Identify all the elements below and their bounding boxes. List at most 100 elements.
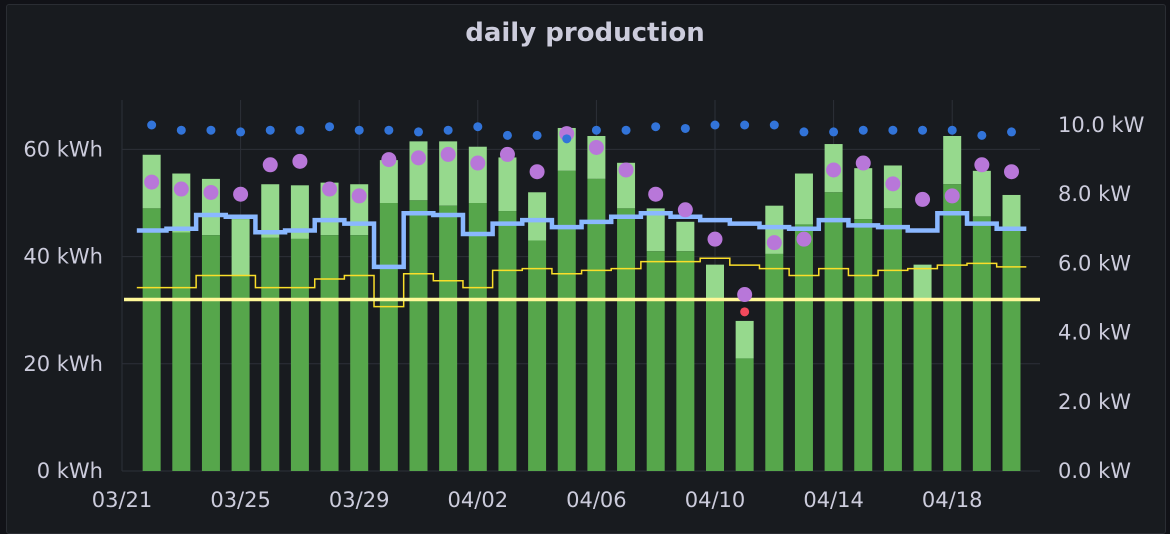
bar-base-segment bbox=[854, 219, 873, 471]
bar-top-segment bbox=[290, 185, 309, 239]
bar-base-segment bbox=[676, 251, 695, 471]
max-power-point bbox=[414, 127, 423, 137]
bar-base-segment bbox=[172, 232, 191, 471]
peak-power-point bbox=[351, 188, 367, 204]
y-right-tick-label: 10.0 kW bbox=[1058, 113, 1145, 137]
bar-base-segment bbox=[290, 238, 309, 471]
max-power-point bbox=[651, 122, 661, 132]
bar-base-segment bbox=[498, 211, 517, 472]
max-power-point bbox=[888, 125, 898, 135]
bar-base-segment bbox=[231, 275, 250, 471]
peak-power-point bbox=[322, 181, 338, 197]
y-left-tick-label: 0 kWh bbox=[37, 459, 103, 483]
peak-power-point bbox=[766, 235, 782, 251]
peak-power-point bbox=[411, 150, 426, 166]
avg-power-step-line bbox=[136, 210, 1027, 270]
bar-base-segment bbox=[913, 299, 932, 471]
bar-base-segment bbox=[350, 235, 369, 471]
bar-top-segment bbox=[1002, 194, 1021, 230]
max-power-point bbox=[947, 125, 957, 135]
max-power-point bbox=[147, 120, 157, 130]
max-power-point bbox=[532, 130, 542, 140]
bar-base-segment bbox=[1002, 229, 1021, 471]
max-power-point bbox=[206, 125, 216, 135]
peak-power-point bbox=[648, 186, 664, 202]
max-power-point bbox=[562, 134, 572, 144]
peak-power-point bbox=[262, 157, 278, 173]
y-right-tick-label: 0.0 kW bbox=[1058, 459, 1131, 483]
max-power-point bbox=[1007, 127, 1016, 137]
max-power-point bbox=[621, 125, 631, 135]
bar-top-segment bbox=[468, 146, 487, 203]
peak-power-point bbox=[499, 146, 515, 162]
bar-base-segment bbox=[468, 203, 487, 471]
bar-base-segment bbox=[883, 208, 902, 472]
y-right-tick-label: 6.0 kW bbox=[1058, 251, 1131, 275]
bar-base-segment bbox=[824, 192, 843, 471]
bar-base-segment bbox=[617, 208, 636, 472]
bar-base-segment bbox=[587, 178, 606, 471]
bar-top-segment bbox=[735, 320, 754, 359]
peak-power-point bbox=[292, 153, 308, 169]
peak-power-point bbox=[677, 202, 693, 218]
bar-top-segment bbox=[231, 219, 250, 276]
y-right-tick-label: 2.0 kW bbox=[1058, 390, 1131, 414]
bar-top-segment bbox=[498, 157, 517, 212]
peak-power-point bbox=[470, 155, 486, 171]
bar-base-segment bbox=[320, 235, 339, 471]
bar-base-segment bbox=[646, 251, 665, 471]
bar-top-segment bbox=[261, 184, 280, 238]
peak-power-point bbox=[855, 155, 871, 171]
bar-top-segment bbox=[409, 141, 428, 201]
x-tick-label: 04/06 bbox=[566, 488, 627, 512]
bar-base-segment bbox=[765, 253, 784, 471]
bar-base-segment bbox=[261, 237, 280, 471]
bar-top-segment bbox=[706, 264, 724, 300]
bar-base-segment bbox=[201, 235, 220, 471]
bar-top-segment bbox=[646, 208, 665, 252]
bar-base-segment bbox=[557, 170, 576, 471]
peak-power-point bbox=[144, 174, 160, 190]
x-tick-label: 03/21 bbox=[92, 488, 153, 512]
y-left-tick-label: 60 kWh bbox=[23, 137, 103, 161]
baseline-step-line bbox=[136, 257, 1027, 308]
bar-base-segment bbox=[943, 184, 962, 472]
peak-power-point bbox=[381, 152, 397, 168]
chart-title: daily production bbox=[465, 18, 705, 48]
max-power-point bbox=[354, 125, 364, 135]
max-power-point bbox=[384, 125, 394, 135]
peak-power-point bbox=[915, 191, 931, 207]
bar-top-segment bbox=[676, 221, 695, 252]
max-power-point bbox=[918, 125, 928, 135]
max-power-point bbox=[799, 127, 809, 137]
peak-power-point bbox=[826, 162, 842, 178]
peak-power-point bbox=[707, 231, 723, 247]
bar-top-segment bbox=[528, 192, 547, 241]
max-power-point bbox=[265, 125, 275, 135]
peak-power-point bbox=[588, 139, 604, 155]
bar-base-segment bbox=[142, 208, 161, 472]
max-power-point bbox=[325, 122, 335, 132]
max-power-point bbox=[858, 125, 868, 135]
max-power-point bbox=[680, 123, 690, 133]
x-tick-label: 03/29 bbox=[329, 488, 390, 512]
bar-top-segment bbox=[913, 264, 932, 300]
x-tick-label: 03/25 bbox=[210, 488, 271, 512]
bar-top-segment bbox=[854, 168, 873, 220]
max-power-point bbox=[740, 120, 750, 130]
peak-power-point bbox=[173, 181, 189, 197]
bar-top-segment bbox=[379, 160, 398, 203]
bar-top-segment bbox=[972, 170, 991, 217]
bar-base-segment bbox=[409, 200, 428, 471]
bar-base-segment bbox=[794, 224, 813, 471]
bar-base-segment bbox=[439, 205, 458, 471]
y-right-tick-label: 8.0 kW bbox=[1058, 182, 1131, 206]
bar-base-segment bbox=[528, 240, 547, 471]
x-tick-label: 04/14 bbox=[803, 488, 864, 512]
alert-point bbox=[740, 307, 750, 317]
peak-power-point bbox=[618, 162, 634, 178]
max-power-point bbox=[769, 120, 779, 130]
max-power-point bbox=[443, 125, 453, 135]
peak-power-point bbox=[885, 176, 901, 192]
max-power-point bbox=[473, 122, 483, 132]
